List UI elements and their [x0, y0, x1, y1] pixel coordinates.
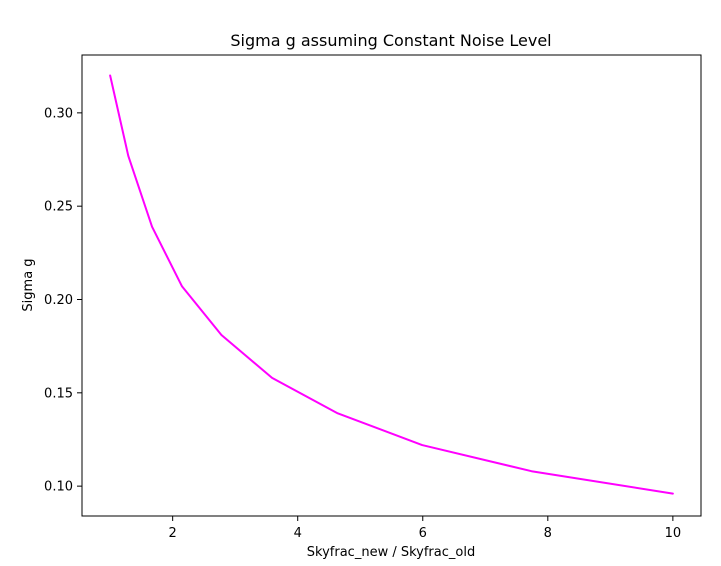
x-tick-label: 10	[665, 526, 682, 541]
x-tick-label: 6	[419, 526, 427, 541]
series-layer	[109, 74, 674, 495]
y-tick-label: 0.20	[44, 293, 73, 308]
plot-area	[81, 54, 702, 517]
x-tick-label: 2	[169, 526, 177, 541]
x-tick-label: 8	[544, 526, 552, 541]
y-axis: 0.10 0.15 0.20 0.25 0.30	[44, 106, 82, 495]
y-tick-label: 0.10	[44, 480, 73, 495]
x-axis: 2 4 6 8 10	[169, 516, 682, 541]
chart-title: Sigma g assuming Constant Noise Level	[230, 31, 551, 50]
y-axis-label: Sigma g	[21, 258, 36, 311]
x-axis-label: Skyfrac_new / Skyfrac_old	[307, 545, 475, 560]
y-tick-label: 0.30	[44, 106, 73, 121]
y-tick-label: 0.25	[44, 200, 73, 215]
x-tick-label: 4	[294, 526, 302, 541]
y-tick-label: 0.15	[44, 386, 73, 401]
series-line	[109, 74, 674, 495]
